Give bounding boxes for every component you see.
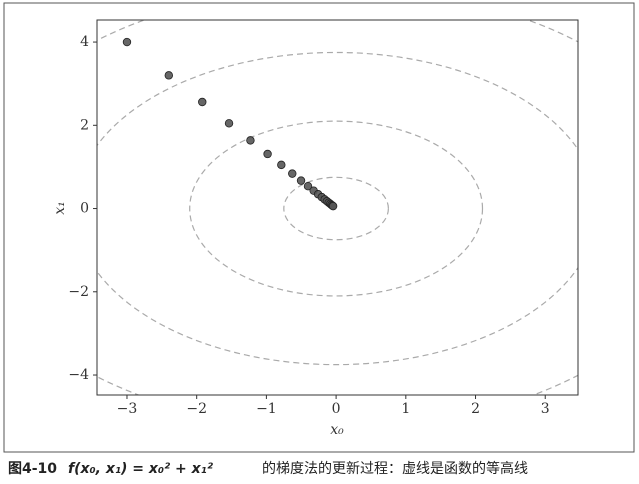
point	[198, 97, 207, 107]
point	[263, 149, 272, 159]
point	[277, 160, 286, 170]
point	[303, 181, 313, 191]
y-axis-label: x₁	[52, 201, 68, 215]
caption-text: 的梯度法的更新过程：虚线是函数的等高线	[262, 460, 528, 477]
point	[246, 136, 255, 145]
x-tick-label: −1	[256, 401, 277, 417]
point	[164, 71, 174, 80]
plot-frame	[96, 19, 579, 396]
contour	[97, 51, 578, 366]
y-tick-label: −4	[68, 367, 89, 383]
contour	[97, 20, 578, 395]
x-tick-label: 0	[332, 401, 341, 417]
point	[122, 37, 132, 47]
x-tick-label: 2	[471, 401, 480, 417]
y-tick-label: 2	[80, 117, 89, 133]
point	[288, 169, 297, 178]
plot-area	[97, 20, 578, 395]
point	[224, 119, 234, 128]
point	[328, 201, 338, 211]
y-tick-label: 4	[80, 34, 89, 50]
figure-frame	[3, 2, 635, 453]
x-tick-label: 1	[401, 401, 410, 417]
x-axis-label: x₀	[330, 422, 344, 438]
contour	[189, 120, 484, 297]
caption-formula: f(x₀, x₁) = x₀² + x₁²	[68, 461, 214, 477]
caption-label: 图4-10	[8, 461, 57, 477]
y-tick-label: −2	[68, 284, 89, 300]
x-tick-label: 3	[541, 401, 550, 417]
x-tick-label: −3	[117, 401, 138, 417]
point	[296, 176, 306, 185]
y-tick-label: 0	[80, 201, 89, 217]
contour	[283, 176, 389, 241]
x-tick-label: −2	[186, 401, 207, 417]
